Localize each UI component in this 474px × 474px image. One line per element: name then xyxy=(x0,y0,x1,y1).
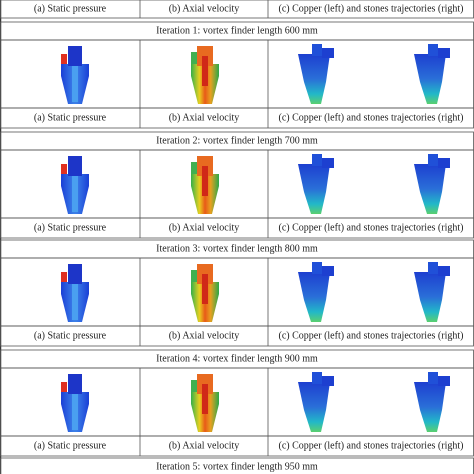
cyclone-body xyxy=(414,272,446,322)
simulation-image xyxy=(298,372,334,432)
core xyxy=(202,56,208,86)
simulation-image xyxy=(191,374,219,432)
vortex-finder xyxy=(68,374,82,394)
simulation-image xyxy=(414,372,450,432)
inlet xyxy=(191,162,197,174)
inlet xyxy=(61,54,67,64)
caption: (b) Axial velocity xyxy=(169,3,240,14)
iteration-title: Iteration 4: vortex finder length 900 mm xyxy=(156,353,318,364)
vortex-finder xyxy=(312,154,322,166)
inlet xyxy=(191,270,197,282)
caption: (a) Static pressure xyxy=(34,222,107,233)
iteration-title: Iteration 5: vortex finder length 950 mm xyxy=(156,461,318,472)
cyclone-body xyxy=(298,164,330,214)
simulation-image xyxy=(61,374,89,432)
inlet xyxy=(438,158,450,168)
inlet xyxy=(61,382,67,392)
cyclone-body xyxy=(298,382,330,432)
inlet xyxy=(191,380,197,392)
core xyxy=(72,66,78,102)
caption: (c) Copper (left) and stones trajectorie… xyxy=(279,112,464,123)
caption: (a) Static pressure xyxy=(34,330,107,341)
caption: (b) Axial velocity xyxy=(169,440,240,451)
vortex-finder xyxy=(68,264,82,284)
iteration-title: Iteration 2: vortex finder length 700 mm xyxy=(156,135,318,146)
simulation-image xyxy=(414,44,450,104)
vortex-finder xyxy=(428,262,438,274)
inlet xyxy=(322,376,334,386)
vortex-finder xyxy=(428,154,438,166)
core xyxy=(72,394,78,430)
simulation-image xyxy=(61,156,89,214)
core xyxy=(202,384,208,414)
simulation-image xyxy=(414,262,450,322)
caption: (a) Static pressure xyxy=(34,440,107,451)
cyclone-body xyxy=(298,272,330,322)
inlet xyxy=(438,266,450,276)
caption: (b) Axial velocity xyxy=(169,222,240,233)
simulation-image xyxy=(414,154,450,214)
inlet xyxy=(438,376,450,386)
inlet xyxy=(61,164,67,174)
simulation-image xyxy=(191,46,219,104)
caption: (c) Copper (left) and stones trajectorie… xyxy=(279,440,464,451)
caption: (a) Static pressure xyxy=(34,3,107,14)
cyclone-body xyxy=(414,164,446,214)
caption: (c) Copper (left) and stones trajectorie… xyxy=(279,3,464,14)
cyclone-body xyxy=(414,54,446,104)
simulation-image xyxy=(61,264,89,322)
vortex-finder xyxy=(68,156,82,176)
simulation-image xyxy=(298,262,334,322)
simulation-image xyxy=(191,264,219,322)
caption: (c) Copper (left) and stones trajectorie… xyxy=(279,330,464,341)
cyclone-body xyxy=(414,382,446,432)
vortex-finder xyxy=(312,44,322,56)
iteration-title: Iteration 1: vortex finder length 600 mm xyxy=(156,25,318,36)
inlet xyxy=(322,266,334,276)
caption: (a) Static pressure xyxy=(34,112,107,123)
caption: (c) Copper (left) and stones trajectorie… xyxy=(279,222,464,233)
caption: (b) Axial velocity xyxy=(169,112,240,123)
simulation-image xyxy=(61,46,89,104)
core xyxy=(202,274,208,304)
vortex-finder xyxy=(312,262,322,274)
inlet xyxy=(191,52,197,64)
core xyxy=(202,166,208,196)
caption: (b) Axial velocity xyxy=(169,330,240,341)
inlet xyxy=(61,272,67,282)
iteration-title: Iteration 3: vortex finder length 800 mm xyxy=(156,243,318,254)
core xyxy=(72,176,78,212)
cyclone-body xyxy=(298,54,330,104)
simulation-image xyxy=(298,154,334,214)
core xyxy=(72,284,78,320)
vortex-finder xyxy=(68,46,82,66)
vortex-finder xyxy=(312,372,322,384)
vortex-finder xyxy=(428,44,438,56)
inlet xyxy=(438,48,450,58)
simulation-image xyxy=(191,156,219,214)
inlet xyxy=(322,158,334,168)
inlet xyxy=(322,48,334,58)
vortex-finder xyxy=(428,372,438,384)
simulation-image xyxy=(298,44,334,104)
